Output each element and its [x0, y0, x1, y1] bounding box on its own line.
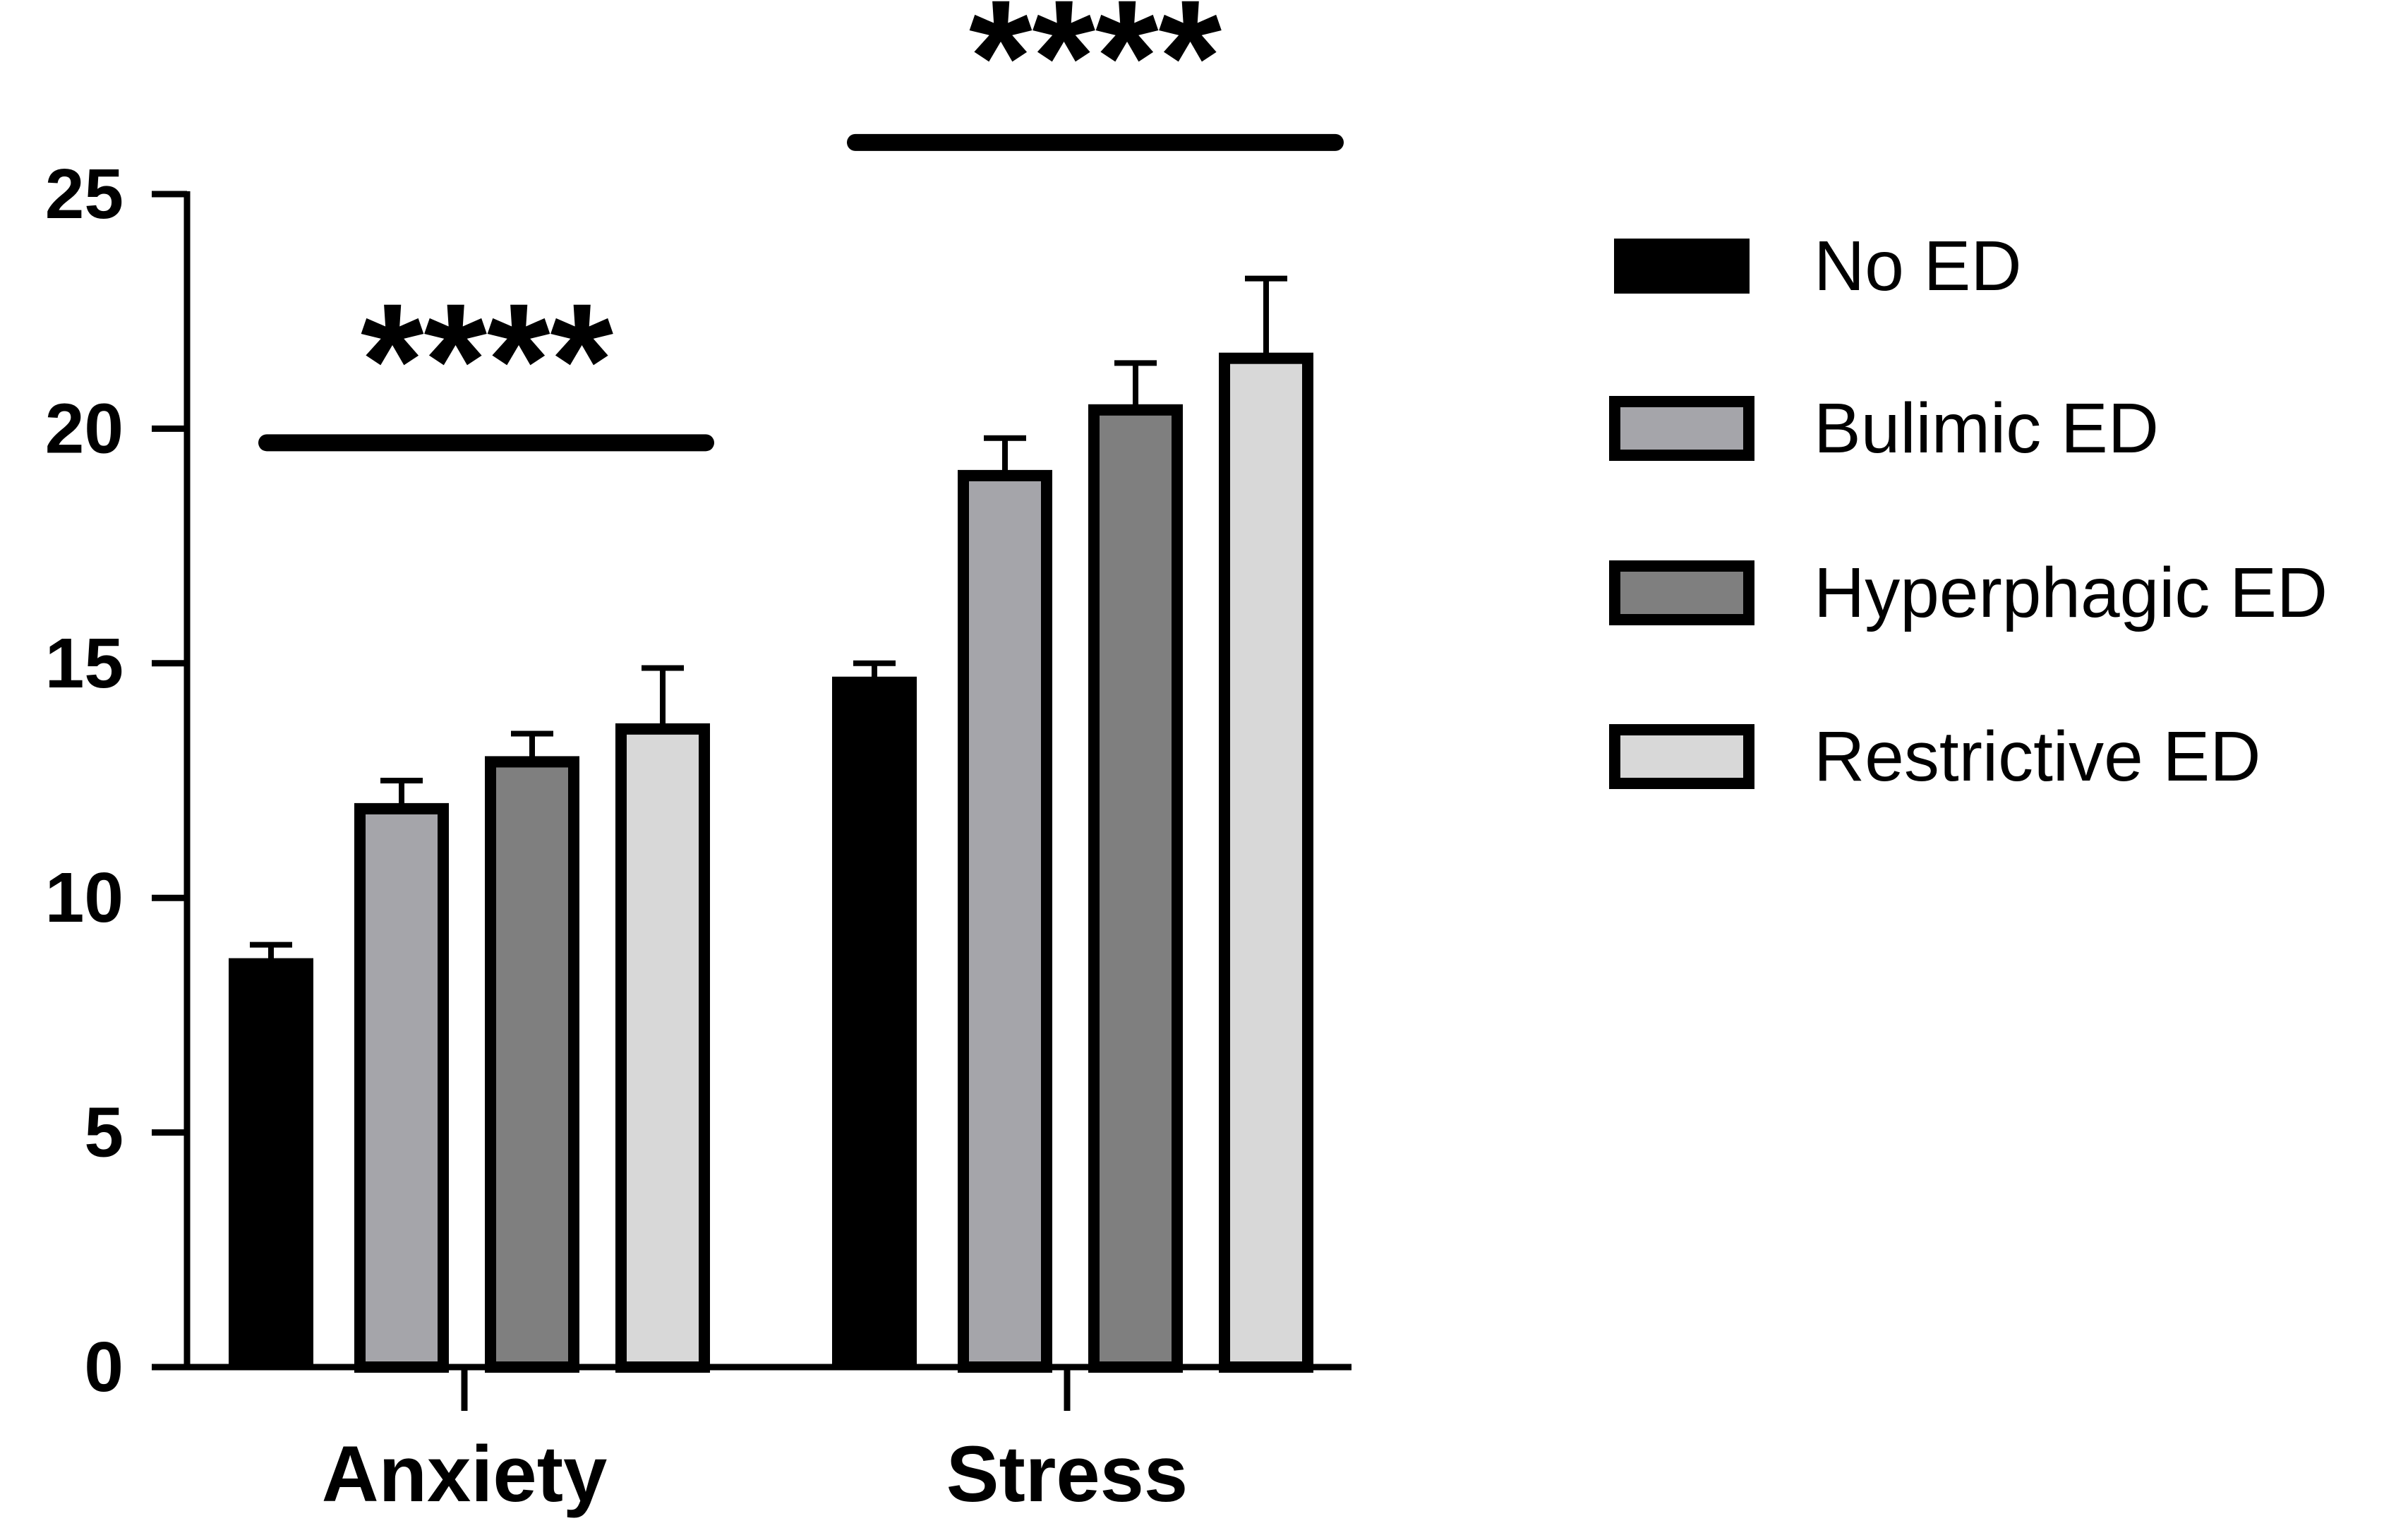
bar-stress-bulimic-ed [958, 469, 1052, 1373]
significance-label: **** [969, 0, 1222, 148]
y-tick-label: 20 [45, 389, 124, 468]
bar-stress-no-ed [832, 676, 917, 1368]
legend-swatch-restrictive-ed [1609, 724, 1754, 789]
y-tick-label: 5 [84, 1093, 124, 1172]
legend-swatch-hyperphagic-ed [1609, 560, 1754, 625]
bar-anxiety-hyperphagic-ed [485, 756, 579, 1373]
significance-group: **** **** [258, 0, 1344, 452]
legend-swatch-bulimic-ed [1609, 396, 1754, 461]
bar-anxiety-no-ed [229, 958, 313, 1368]
legend-swatch-no-ed [1614, 239, 1750, 294]
significance-label: **** [361, 270, 614, 451]
y-tick-label: 0 [84, 1328, 124, 1407]
legend-label: Bulimic ED [1814, 389, 2159, 468]
bar-anxiety-restrictive-ed [615, 723, 710, 1373]
legend-label: Hyperphagic ED [1814, 553, 2328, 632]
legend-label: Restrictive ED [1814, 717, 2260, 796]
bars-group [229, 352, 1313, 1373]
axes-group: 0 5 10 15 20 25 Anxiety Stress [45, 155, 1351, 1518]
error-bars-group [250, 275, 1287, 959]
bar-anxiety-bulimic-ed [354, 802, 449, 1373]
bar-stress-restrictive-ed [1219, 352, 1313, 1373]
y-tick-label: 15 [45, 624, 124, 703]
x-category-label: Stress [946, 1430, 1188, 1518]
y-tick-label: 10 [45, 858, 124, 937]
legend: No ED Bulimic ED Hyperphagic ED Restrictive… [1609, 227, 2328, 796]
x-category-label: Anxiety [322, 1430, 608, 1518]
legend-label: No ED [1814, 227, 2022, 306]
y-tick-label: 25 [45, 155, 124, 234]
bar-stress-hyperphagic-ed [1088, 404, 1183, 1373]
